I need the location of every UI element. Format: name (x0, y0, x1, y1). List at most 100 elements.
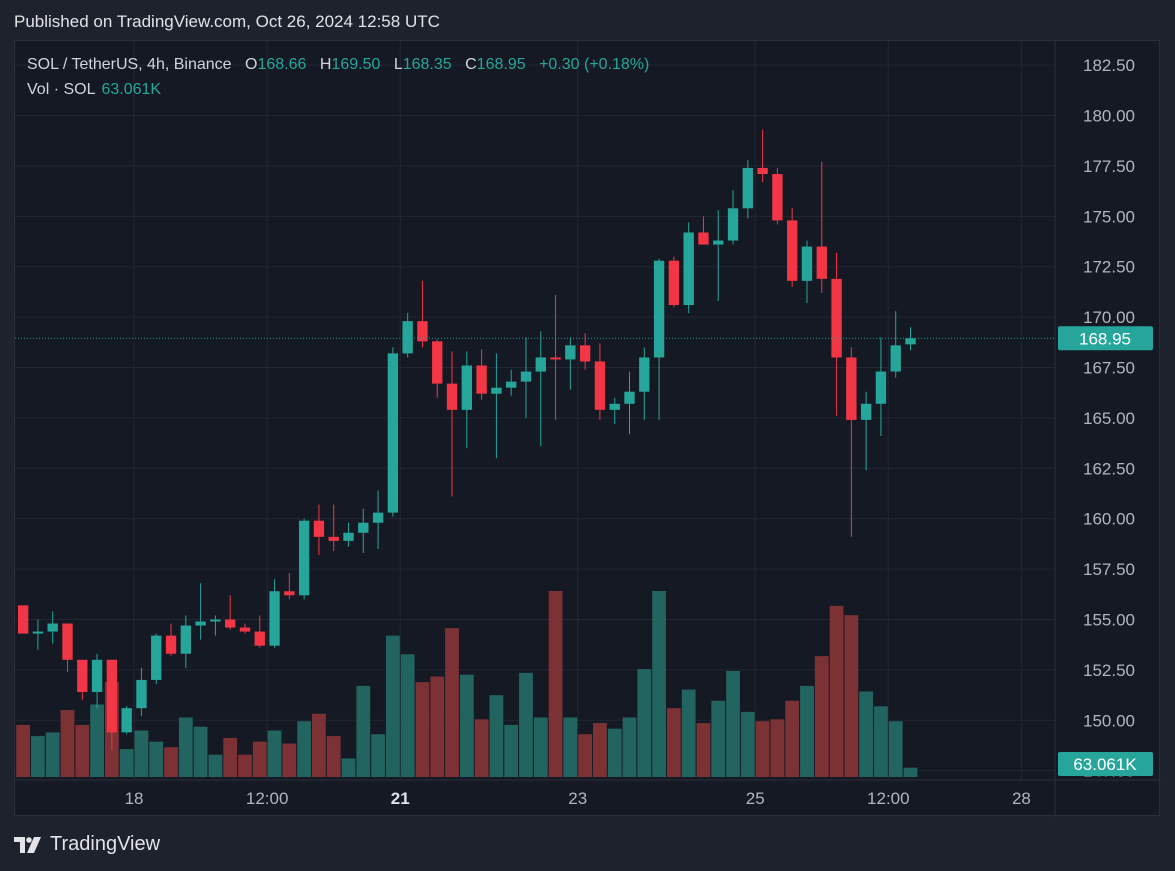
volume-bar (578, 734, 593, 777)
volume-bar (45, 732, 60, 777)
symbol-label[interactable]: SOL / TetherUS, 4h, Binance (27, 56, 232, 73)
volume-bar (533, 717, 548, 777)
y-tick-label: 157.50 (1083, 560, 1135, 579)
published-header: Published on TradingView.com, Oct 26, 20… (14, 12, 440, 31)
volume-bar (474, 719, 489, 777)
candle-body (269, 591, 280, 646)
volume-bar (504, 724, 519, 777)
volume-bar (223, 737, 238, 777)
volume-bar (489, 695, 504, 777)
volume-bar (90, 704, 104, 777)
brand-name: TradingView (50, 833, 161, 855)
volume-bar (888, 721, 903, 777)
volume-bar (844, 615, 859, 777)
candle-body (284, 591, 295, 596)
candle-body (520, 371, 532, 382)
y-tick-label: 182.50 (1083, 56, 1135, 75)
open-value: 168.66 (257, 56, 307, 73)
candle-body (668, 260, 680, 306)
candle-body (890, 345, 901, 372)
x-tick-label: 12:00 (867, 789, 910, 808)
candle-body (62, 623, 73, 660)
candle-body (298, 520, 310, 596)
volume-bar (652, 591, 666, 777)
candle-body (742, 167, 753, 209)
volume-bar (607, 728, 622, 777)
x-tick-label: 25 (746, 789, 765, 808)
volume-bar (829, 605, 844, 777)
volume-bar (371, 734, 385, 777)
candle-body (328, 536, 339, 541)
last-volume-badge (1058, 752, 1153, 776)
candle-body (875, 371, 887, 404)
candle-body (165, 635, 177, 654)
candle-body (653, 260, 665, 358)
volume-bar (445, 628, 459, 777)
candlestick-chart[interactable]: 182.50 180.00 177.50 175.00 172.50 170.00 167.… (15, 41, 1161, 817)
low-label: L (393, 56, 403, 73)
x-tick-label: 21 (391, 789, 410, 808)
change-value: +0.30 (+0.18%) (539, 56, 650, 73)
volume-bar (119, 749, 134, 777)
volume-bar (193, 726, 208, 777)
candle-body (417, 321, 428, 342)
low-value: 168.35 (402, 56, 452, 73)
candle-body (639, 357, 650, 392)
chart-area[interactable]: 182.50 180.00 177.50 175.00 172.50 170.00 167.… (14, 40, 1161, 817)
volume-bar (903, 767, 918, 777)
high-value: 169.50 (331, 56, 381, 73)
candle-body (831, 278, 842, 358)
last-price-label: 168.95 (1079, 329, 1131, 348)
candle-body (846, 357, 857, 420)
volume-bar (740, 711, 755, 777)
last-price-badge (1058, 326, 1153, 351)
volume-bar (208, 754, 223, 777)
open-label: O (245, 56, 258, 73)
volume-line: Vol · SOL 63.061K (27, 80, 649, 105)
y-tick-label: 155.00 (1083, 610, 1135, 629)
candle-body (225, 619, 236, 628)
y-tick-label: 167.50 (1083, 359, 1135, 378)
volume-bar (16, 724, 31, 777)
candle-body (195, 621, 206, 626)
volume-bar (800, 685, 814, 777)
volume-label[interactable]: Vol · SOL (27, 81, 96, 98)
candle-body (787, 220, 798, 281)
y-tick-label: 175.00 (1083, 207, 1135, 226)
volume-bar (755, 721, 770, 777)
candle-body (461, 365, 472, 410)
candle-body (136, 679, 147, 709)
candle-body (387, 353, 399, 513)
volume-bar (430, 676, 445, 777)
footer-brand[interactable]: TradingView (14, 833, 160, 856)
y-tick-label: 152.50 (1083, 661, 1135, 680)
candle-body (772, 174, 783, 221)
close-value: 168.95 (476, 56, 526, 73)
volume-bar (666, 708, 681, 777)
volume-bar (312, 713, 326, 777)
candle-body (624, 391, 635, 404)
volume-bar (238, 754, 252, 777)
candle-body (727, 208, 739, 241)
candle-body (446, 383, 458, 410)
candle-body (609, 403, 620, 410)
x-tick-label: 23 (568, 789, 587, 808)
candle-body (77, 659, 88, 693)
volume-bar (459, 674, 474, 777)
last-volume-label: 63.061K (1073, 755, 1137, 774)
y-tick-label: 150.00 (1083, 711, 1135, 730)
candle-body (432, 341, 443, 384)
y-tick-label: 160.00 (1083, 510, 1135, 529)
volume-bar (60, 710, 75, 777)
y-tick-label: 165.00 (1083, 409, 1135, 428)
candle-body (594, 361, 606, 410)
candle-body (757, 167, 768, 175)
volume-bar (814, 656, 829, 777)
candle-body (106, 659, 118, 733)
y-tick-label: 162.50 (1083, 459, 1135, 478)
candle-body (698, 232, 709, 245)
candle-body (713, 240, 724, 245)
volume-bar (726, 670, 740, 777)
y-tick-label: 180.00 (1083, 107, 1135, 126)
volume-bar (622, 717, 637, 777)
